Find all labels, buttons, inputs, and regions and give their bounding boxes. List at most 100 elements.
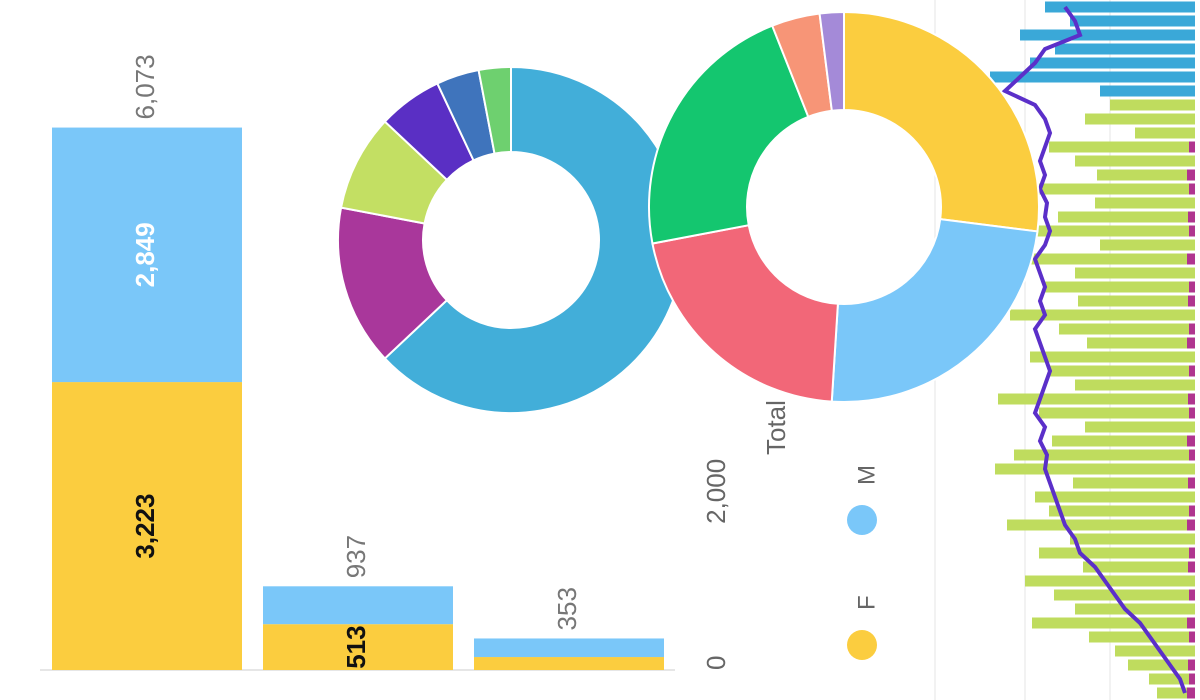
donut-segment <box>818 10 845 112</box>
bar <box>1020 29 1195 41</box>
axis-title: Total <box>761 400 791 455</box>
bar <box>1188 211 1195 223</box>
bar <box>1010 309 1195 321</box>
bar <box>1085 421 1195 433</box>
bar <box>1189 547 1195 559</box>
bar <box>1049 365 1189 377</box>
bar <box>1044 281 1189 293</box>
bar <box>1189 141 1195 153</box>
bar <box>1052 435 1187 447</box>
bar <box>1075 267 1195 279</box>
bar <box>1135 127 1195 139</box>
line <box>1001 5 1187 694</box>
bar <box>1189 323 1195 335</box>
bar <box>1189 407 1195 419</box>
bar <box>1100 85 1195 97</box>
bar-segment <box>263 586 453 625</box>
bar <box>1085 113 1195 125</box>
bar <box>1188 659 1195 671</box>
bar <box>1189 673 1195 685</box>
donut-segment <box>651 224 839 403</box>
bar <box>998 393 1188 405</box>
bar <box>1049 505 1189 517</box>
bar <box>1027 253 1187 265</box>
bar <box>1187 519 1195 531</box>
bar <box>1189 505 1195 517</box>
legend-swatch <box>847 630 877 660</box>
bar-segment <box>52 127 242 383</box>
bar <box>1128 659 1188 671</box>
value-label: 2,849 <box>130 222 160 287</box>
bar <box>1115 645 1195 657</box>
bar <box>1030 57 1195 69</box>
bar <box>1189 449 1195 461</box>
bar <box>1014 449 1189 461</box>
value-label: 513 <box>341 625 371 668</box>
bar-segment <box>474 657 664 670</box>
bar-segment <box>474 638 664 658</box>
y-tick-label: 2,000 <box>701 459 731 524</box>
bar <box>1187 169 1195 181</box>
donut-segment <box>830 218 1039 403</box>
bar <box>1014 225 1189 237</box>
bar <box>1089 631 1189 643</box>
donut-segment <box>648 24 810 245</box>
bar <box>1188 477 1195 489</box>
bar <box>1187 435 1195 447</box>
bar <box>1039 407 1189 419</box>
legend-swatch <box>847 505 877 535</box>
legend-label: M <box>853 465 880 485</box>
donut-segment <box>477 65 512 155</box>
bar <box>1070 15 1195 27</box>
bar <box>990 71 1195 83</box>
bar <box>1189 183 1195 195</box>
bar <box>1075 603 1195 615</box>
bar <box>1189 365 1195 377</box>
bar <box>1025 575 1195 587</box>
y-tick-label: 0 <box>701 656 731 670</box>
bar <box>1075 379 1195 391</box>
bar <box>1032 617 1187 629</box>
bar <box>1059 323 1189 335</box>
bar <box>1035 491 1195 503</box>
bar <box>1188 393 1195 405</box>
bar <box>1070 533 1195 545</box>
bar <box>1039 183 1189 195</box>
bar <box>1058 211 1188 223</box>
bar <box>1075 155 1195 167</box>
bar <box>1039 547 1189 559</box>
bar <box>1007 519 1187 531</box>
bar <box>1149 673 1189 685</box>
bar <box>1073 477 1188 489</box>
total-label: 6,073 <box>130 54 160 119</box>
bar <box>1097 169 1187 181</box>
bar <box>1189 225 1195 237</box>
total-label: 353 <box>552 587 582 630</box>
bar <box>1189 589 1195 601</box>
bar <box>1083 561 1188 573</box>
bar <box>1087 337 1187 349</box>
bar <box>1187 687 1195 699</box>
bar <box>1189 281 1195 293</box>
bar <box>995 463 1195 475</box>
bar <box>1188 561 1195 573</box>
donut-segment <box>843 10 1040 233</box>
bar <box>1187 337 1195 349</box>
bar <box>1189 631 1195 643</box>
bar <box>1187 617 1195 629</box>
bar <box>1030 351 1195 363</box>
value-label: 3,223 <box>130 494 160 559</box>
bar <box>1045 1 1195 13</box>
bar <box>1187 253 1195 265</box>
bar <box>1157 687 1187 699</box>
bar <box>1100 239 1195 251</box>
legend-label: F <box>853 595 880 610</box>
bar <box>1049 141 1189 153</box>
bar <box>1188 295 1195 307</box>
bar-segment <box>52 382 242 670</box>
bar <box>1110 99 1195 111</box>
total-label: 937 <box>341 535 371 578</box>
bar <box>1054 589 1189 601</box>
bar <box>1095 197 1195 209</box>
